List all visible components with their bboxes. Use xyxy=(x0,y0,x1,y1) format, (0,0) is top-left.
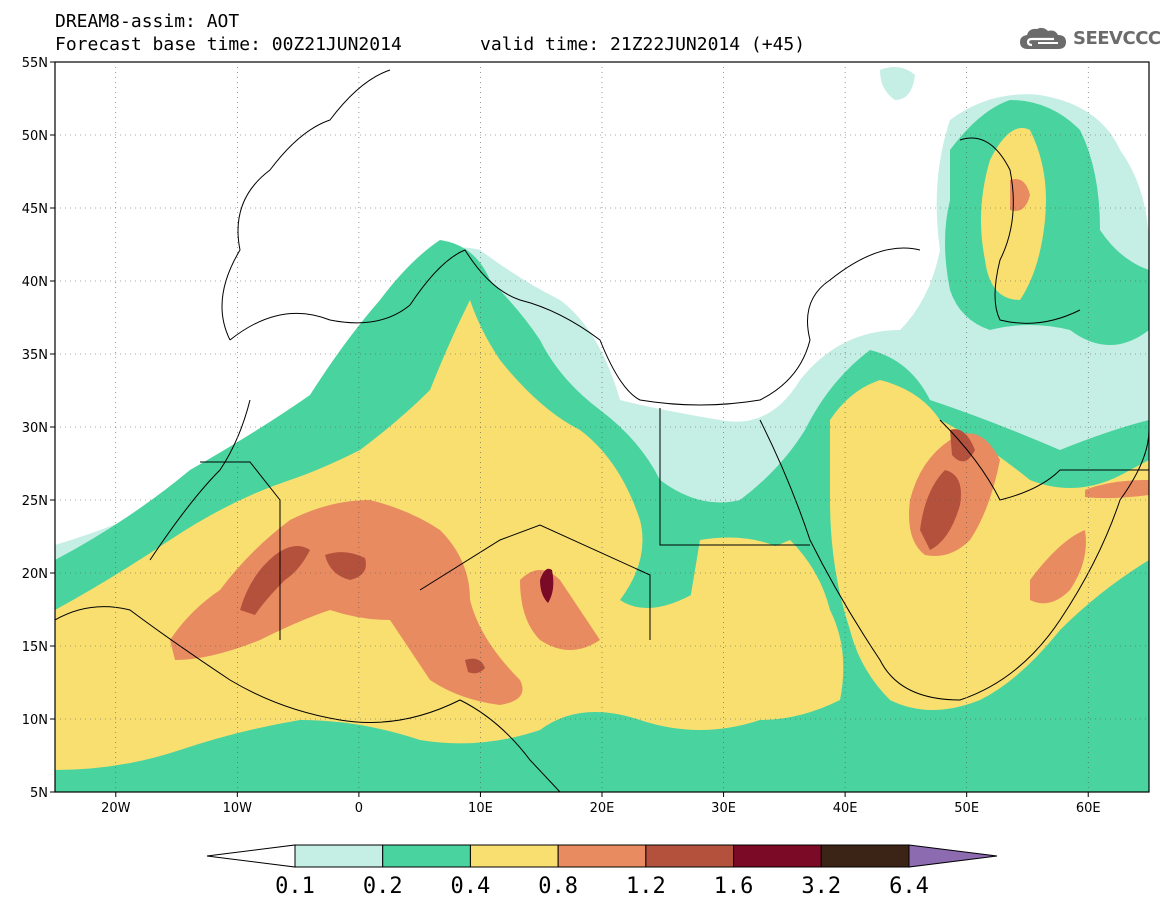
seevccc-logo: SEEVCCC xyxy=(1018,26,1161,52)
colorbar-low-arrow xyxy=(206,844,296,868)
aot-band-04 xyxy=(55,128,1149,770)
lon-tick-label: 10E xyxy=(468,801,493,816)
colorbar-label: 0.8 xyxy=(538,874,578,899)
logo-text: SEEVCCC xyxy=(1073,28,1161,49)
lat-tick-label: 40N xyxy=(22,275,48,290)
map-title: DREAM8-assim: AOT xyxy=(55,11,240,32)
colorbar-label: 6.4 xyxy=(889,874,929,899)
lon-tick-label: 50E xyxy=(954,801,979,816)
colorbar-label: 3.2 xyxy=(801,874,841,899)
lat-tick-label: 35N xyxy=(22,348,48,363)
cloud-icon xyxy=(1020,27,1066,49)
coastlines xyxy=(55,69,1149,792)
lat-lon-grid xyxy=(55,62,1149,792)
colorbar-label: 0.1 xyxy=(275,874,315,899)
colorbar-swatch xyxy=(382,844,471,868)
colorbar-swatch xyxy=(294,844,384,868)
lat-tick-label: 30N xyxy=(22,421,48,436)
colorbar-swatch xyxy=(733,844,822,868)
colorbar-label: 1.6 xyxy=(714,874,754,899)
colorbar-label: 0.4 xyxy=(451,874,491,899)
colorbar-swatch xyxy=(557,844,647,868)
colorbar-swatch xyxy=(469,844,559,868)
aot-band-08 xyxy=(170,179,1149,705)
lat-tick-label: 45N xyxy=(22,202,48,217)
lat-tick-label: 20N xyxy=(22,567,48,582)
colorbar-swatch xyxy=(820,844,910,868)
colorbar-swatch xyxy=(645,844,735,868)
lon-tick-label: 30E xyxy=(711,801,736,816)
lon-tick-label: 10W xyxy=(223,801,253,816)
aot-band-16 xyxy=(540,568,554,603)
lat-tick-label: 25N xyxy=(22,494,48,509)
colorbar-label: 0.2 xyxy=(363,874,403,899)
lat-tick-label: 5N xyxy=(30,786,48,801)
lon-tick-label: 20W xyxy=(101,801,131,816)
colorbar-high-arrow xyxy=(908,844,998,868)
colorbar-label: 1.2 xyxy=(626,874,666,899)
lon-tick-label: 60E xyxy=(1076,801,1101,816)
lon-tick-label: 0 xyxy=(355,801,363,816)
lon-tick-label: 20E xyxy=(590,801,615,816)
lat-tick-label: 10N xyxy=(22,713,48,728)
axis-ticks: 55N 50N 45N 40N 35N 30N 25N 20N 15N 10N 5N 20W 10W 0 1… xyxy=(22,56,1101,816)
lon-tick-label: 40E xyxy=(833,801,858,816)
lat-tick-label: 15N xyxy=(22,640,48,655)
lat-tick-label: 50N xyxy=(22,129,48,144)
valid-time: valid time: 21Z22JUN2014 (+45) xyxy=(480,34,806,55)
forecast-base-time: Forecast base time: 00Z21JUN2014 xyxy=(55,34,402,55)
lat-tick-label: 55N xyxy=(22,56,48,71)
aot-band-12 xyxy=(240,429,975,674)
